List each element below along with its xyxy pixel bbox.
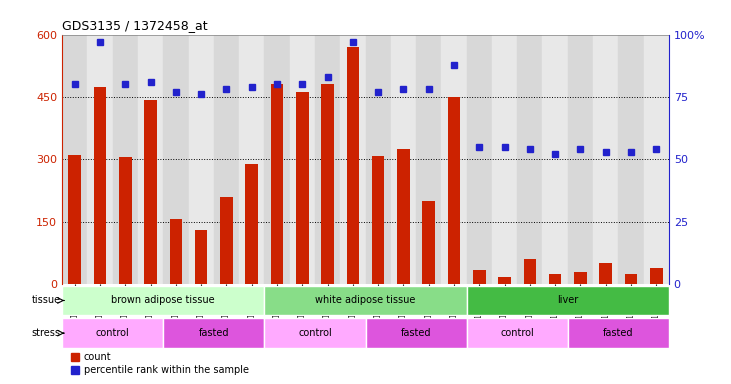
- Bar: [473, 270, 485, 284]
- Text: tissue: tissue: [31, 295, 61, 306]
- Text: white adipose tissue: white adipose tissue: [315, 295, 416, 306]
- Bar: [423, 201, 435, 284]
- Bar: [239, 35, 265, 284]
- Bar: [542, 35, 568, 284]
- Bar: [195, 230, 208, 284]
- Bar: [213, 35, 239, 284]
- Bar: [397, 149, 410, 284]
- Bar: [144, 100, 157, 284]
- Bar: [62, 318, 163, 348]
- Bar: [574, 272, 587, 284]
- Bar: [599, 263, 612, 284]
- Text: fasted: fasted: [401, 328, 431, 338]
- Bar: [296, 91, 308, 284]
- Text: control: control: [298, 328, 332, 338]
- Bar: [466, 286, 669, 315]
- Text: GDS3135 / 1372458_at: GDS3135 / 1372458_at: [62, 19, 208, 32]
- Bar: [466, 35, 492, 284]
- Bar: [492, 35, 517, 284]
- Text: brown adipose tissue: brown adipose tissue: [111, 295, 215, 306]
- Bar: [442, 35, 466, 284]
- Bar: [138, 35, 163, 284]
- Bar: [568, 35, 593, 284]
- Bar: [163, 35, 189, 284]
- Bar: [315, 35, 340, 284]
- Text: liver: liver: [557, 295, 578, 306]
- Text: fasted: fasted: [199, 328, 229, 338]
- Bar: [270, 84, 284, 284]
- Bar: [523, 259, 536, 284]
- Text: control: control: [96, 328, 129, 338]
- Bar: [372, 156, 385, 284]
- Bar: [69, 155, 81, 284]
- Bar: [119, 157, 132, 284]
- Bar: [366, 35, 391, 284]
- Bar: [321, 84, 334, 284]
- Bar: [624, 274, 637, 284]
- Bar: [549, 274, 561, 284]
- Bar: [94, 86, 107, 284]
- Text: fasted: fasted: [603, 328, 634, 338]
- Bar: [416, 35, 442, 284]
- Bar: [265, 35, 289, 284]
- Bar: [643, 35, 669, 284]
- Bar: [113, 35, 138, 284]
- Bar: [163, 318, 265, 348]
- Bar: [246, 164, 258, 284]
- Bar: [499, 276, 511, 284]
- Bar: [391, 35, 416, 284]
- Bar: [170, 219, 182, 284]
- Bar: [366, 318, 466, 348]
- Bar: [340, 35, 366, 284]
- Bar: [265, 286, 466, 315]
- Bar: [62, 35, 88, 284]
- Bar: [88, 35, 113, 284]
- Bar: [346, 47, 359, 284]
- Bar: [650, 268, 662, 284]
- Bar: [618, 35, 643, 284]
- Bar: [517, 35, 542, 284]
- Legend: count, percentile rank within the sample: count, percentile rank within the sample: [67, 348, 252, 379]
- Bar: [265, 318, 366, 348]
- Text: stress: stress: [32, 328, 61, 338]
- Bar: [220, 197, 232, 284]
- Bar: [189, 35, 213, 284]
- Bar: [289, 35, 315, 284]
- Text: control: control: [500, 328, 534, 338]
- Bar: [568, 318, 669, 348]
- Bar: [466, 318, 568, 348]
- Bar: [62, 286, 265, 315]
- Bar: [447, 97, 461, 284]
- Bar: [593, 35, 618, 284]
